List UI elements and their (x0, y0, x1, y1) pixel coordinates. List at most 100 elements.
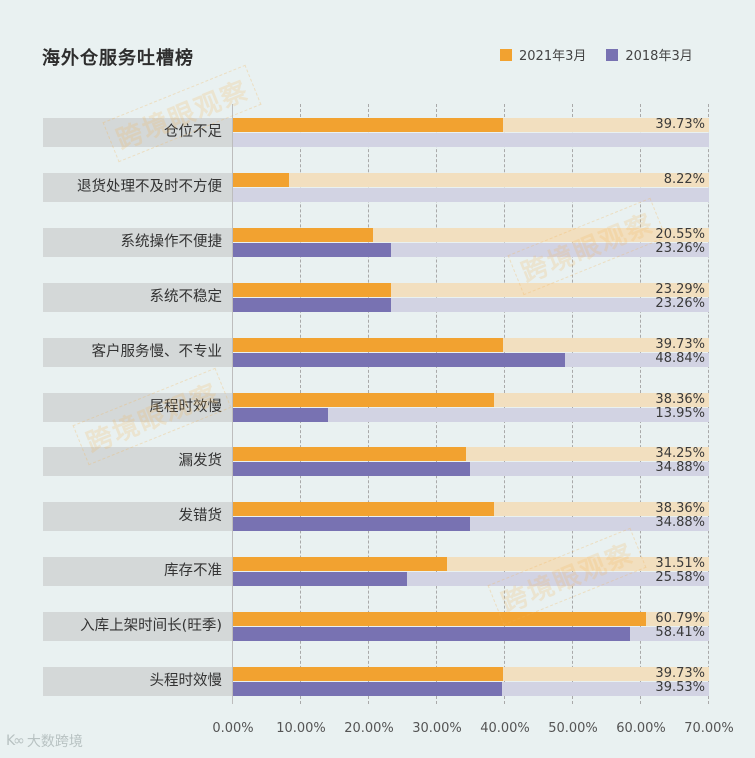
value-label-2021: 39.73% (655, 117, 705, 132)
bar-2021 (233, 282, 392, 297)
legend-label: 2021年3月 (519, 49, 587, 64)
legend: 2021年3月 2018年3月 (500, 45, 693, 64)
bar-2021 (233, 447, 466, 462)
bar-track-2021 (233, 392, 709, 407)
bar-2021 (233, 667, 504, 681)
category-label-bg: 入库上架时间长(旺季) (43, 612, 232, 642)
bar-track-2018 (233, 352, 709, 367)
bar-track-2018 (233, 572, 709, 587)
bar-2021 (233, 612, 647, 627)
bar-track-2021 (233, 667, 709, 681)
bar-2018 (233, 297, 392, 312)
value-label-2021: 39.73% (655, 666, 705, 681)
bar-track-2021 (233, 612, 709, 627)
bar-track-2018 (233, 627, 709, 642)
category-label: 仓位不足 (164, 124, 222, 140)
category-label-bg: 库存不准 (43, 557, 232, 587)
x-tick-label: 70.00% (684, 721, 734, 736)
y-axis-line (232, 104, 233, 704)
watermark: 跨境眼观察 (102, 64, 262, 163)
chart-row: 系统不稳定 23.29% 23.26% (0, 282, 755, 312)
chart-row: 发错货 38.36% 34.88% (0, 501, 755, 532)
bar-2021 (233, 227, 373, 242)
category-label-bg: 客户服务慢、不专业 (43, 337, 232, 367)
value-label-2018: 34.88% (655, 515, 705, 531)
category-label-bg: 漏发货 (43, 447, 232, 477)
bar-2018 (233, 517, 471, 532)
value-label-2021: 20.55% (655, 226, 705, 242)
bar-track-2021 (233, 502, 709, 517)
x-tick-label: 50.00% (548, 721, 598, 736)
bar-track-2021 (233, 337, 709, 352)
bar-track-2018 (233, 407, 709, 422)
chart-title: 海外仓服务吐槽榜 (42, 48, 194, 69)
bar-track-2018 (233, 682, 709, 696)
bar-track-2021 (233, 557, 709, 572)
category-label: 库存不准 (164, 563, 222, 580)
logo-text: 大数跨境 (26, 734, 83, 750)
value-label-2021: 34.25% (655, 446, 705, 462)
value-label-2018: 23.26% (655, 240, 705, 256)
legend-item-2021: 2021年3月 (500, 45, 586, 64)
chart-row: 系统操作不便捷 20.55% 23.26% (0, 226, 755, 257)
value-label-2021: 60.79% (655, 611, 705, 627)
brand-logo: K∞ 大数跨境 (6, 731, 83, 751)
bar-2018 (233, 462, 471, 477)
category-label: 退货处理不及时不方便 (77, 178, 222, 195)
value-label-2021: 8.22% (663, 171, 705, 187)
value-label-2018: 58.41% (655, 625, 705, 641)
value-label-2018: 13.95% (655, 405, 705, 421)
category-label-bg: 尾程时效慢 (43, 392, 232, 422)
bar-2021 (233, 337, 504, 352)
bar-2018 (233, 242, 392, 257)
category-label-bg: 头程时效慢 (43, 667, 232, 696)
x-tick-label: 0.00% (212, 721, 254, 736)
x-tick-label: 10.00% (276, 721, 326, 736)
category-label: 入库上架时间长(旺季) (80, 618, 222, 635)
bar-track-2018 (233, 462, 709, 477)
bar-2018 (233, 352, 566, 367)
chart-row: 尾程时效慢 38.36% 13.95% (0, 391, 755, 422)
category-label: 客户服务慢、不专业 (91, 343, 223, 360)
bar-track-2018 (233, 242, 709, 257)
value-label-2021: 38.36% (655, 501, 705, 517)
chart-row: 退货处理不及时不方便 8.22% (0, 171, 755, 202)
value-label-2018: 48.84% (655, 350, 705, 366)
bar-track-2021 (233, 172, 709, 187)
bar-track-2021 (233, 282, 709, 297)
bar-track-2018 (233, 297, 709, 312)
chart-row: 库存不准 31.51% 25.58% (0, 556, 755, 587)
bar-track-2018 (233, 187, 709, 202)
chart-row: 头程时效慢 39.73% 39.53% (0, 667, 755, 696)
legend-swatch-purple (606, 48, 619, 61)
x-tick-label: 20.00% (344, 721, 394, 736)
bar-track-2021 (233, 227, 709, 242)
legend-label: 2018年3月 (625, 49, 693, 64)
x-tick-label: 60.00% (616, 721, 666, 736)
value-label-2021: 39.73% (655, 336, 705, 352)
value-label-2021: 31.51% (655, 556, 705, 572)
value-label-2018: 34.88% (655, 460, 705, 476)
bar-track-2018 (233, 517, 709, 532)
chart-row: 仓位不足 39.73% (0, 118, 755, 147)
bar-2021 (233, 172, 289, 187)
bar-2018 (233, 572, 407, 587)
category-label-bg: 系统不稳定 (43, 282, 232, 312)
category-label: 头程时效慢 (149, 673, 223, 689)
category-label: 尾程时效慢 (149, 398, 223, 415)
x-tick-label: 30.00% (412, 721, 462, 736)
bar-track-2021 (233, 447, 709, 462)
legend-item-2018: 2018年3月 (606, 45, 693, 64)
category-label: 系统操作不便捷 (120, 233, 223, 250)
bar-2018 (233, 682, 502, 696)
category-label: 发错货 (178, 508, 223, 525)
value-label-2018: 25.58% (655, 570, 705, 586)
kooo-logo-icon: K∞ (6, 733, 25, 749)
bar-2018 (233, 627, 631, 642)
legend-swatch-orange (500, 48, 512, 61)
bar-2021 (233, 557, 448, 572)
value-label-2021: 38.36% (655, 391, 705, 407)
bar-track-2018 (233, 133, 709, 147)
chart-row: 客户服务慢、不专业 39.73% 48.84% (0, 336, 755, 367)
bar-2021 (233, 502, 494, 517)
